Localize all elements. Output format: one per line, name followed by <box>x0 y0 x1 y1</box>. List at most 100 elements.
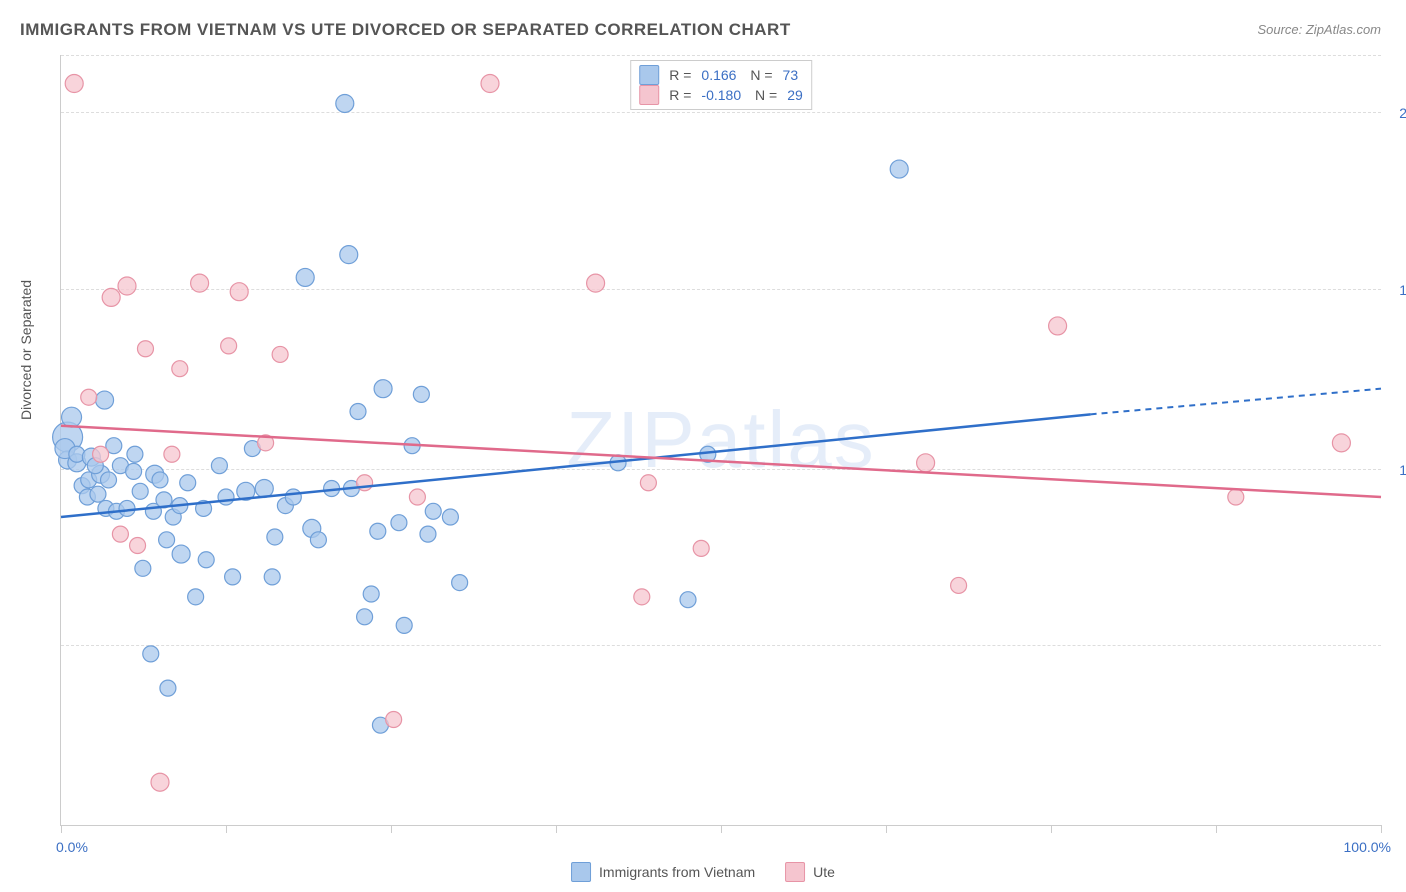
data-point-vietnam <box>890 160 908 178</box>
legend-item-ute: Ute <box>785 862 835 882</box>
data-point-vietnam <box>452 575 468 591</box>
data-point-ute <box>272 346 288 362</box>
y-tick-label: 25.0% <box>1399 105 1406 121</box>
x-tick <box>1381 825 1382 833</box>
data-point-vietnam <box>152 472 168 488</box>
x-tick <box>61 825 62 833</box>
r-value-2: -0.180 <box>701 87 741 103</box>
data-point-vietnam <box>132 483 148 499</box>
data-point-ute <box>481 75 499 93</box>
data-point-vietnam <box>62 407 82 427</box>
data-point-vietnam <box>363 586 379 602</box>
data-point-vietnam <box>211 458 227 474</box>
data-point-ute <box>130 538 146 554</box>
data-point-ute <box>587 274 605 292</box>
data-point-ute <box>151 773 169 791</box>
data-point-vietnam <box>340 246 358 264</box>
legend-stats-row: R = -0.180 N = 29 <box>639 85 803 105</box>
data-point-vietnam <box>101 472 117 488</box>
data-point-vietnam <box>350 403 366 419</box>
swatch-vietnam <box>639 65 659 85</box>
data-point-ute <box>164 446 180 462</box>
swatch-ute <box>785 862 805 882</box>
data-point-vietnam <box>90 486 106 502</box>
data-point-ute <box>191 274 209 292</box>
n-value-1: 73 <box>783 67 799 83</box>
x-tick <box>886 825 887 833</box>
data-point-ute <box>386 711 402 727</box>
data-point-ute <box>1049 317 1067 335</box>
data-point-ute <box>230 283 248 301</box>
data-point-vietnam <box>285 489 301 505</box>
y-tick-label: 18.8% <box>1399 282 1406 298</box>
data-point-vietnam <box>143 646 159 662</box>
scatter-svg <box>61 55 1381 825</box>
legend-series: Immigrants from Vietnam Ute <box>571 862 835 882</box>
data-point-vietnam <box>442 509 458 525</box>
data-point-ute <box>1228 489 1244 505</box>
data-point-ute <box>409 489 425 505</box>
y-tick-label: 12.5% <box>1399 462 1406 478</box>
data-point-vietnam <box>413 386 429 402</box>
legend-item-vietnam: Immigrants from Vietnam <box>571 862 755 882</box>
swatch-vietnam <box>571 862 591 882</box>
data-point-vietnam <box>218 489 234 505</box>
legend-label-ute: Ute <box>813 864 835 880</box>
data-point-vietnam <box>680 592 696 608</box>
x-tick <box>1216 825 1217 833</box>
data-point-vietnam <box>264 569 280 585</box>
data-point-ute <box>951 577 967 593</box>
y-axis-label: Divorced or Separated <box>18 280 34 420</box>
data-point-vietnam <box>198 552 214 568</box>
x-axis-max: 100.0% <box>1344 839 1391 855</box>
data-point-vietnam <box>180 475 196 491</box>
data-point-ute <box>112 526 128 542</box>
data-point-vietnam <box>296 268 314 286</box>
data-point-vietnam <box>396 617 412 633</box>
data-point-vietnam <box>127 446 143 462</box>
chart-container: IMMIGRANTS FROM VIETNAM VS UTE DIVORCED … <box>0 0 1406 892</box>
x-tick <box>721 825 722 833</box>
data-point-ute <box>634 589 650 605</box>
data-point-vietnam <box>172 545 190 563</box>
data-point-ute <box>137 341 153 357</box>
data-point-vietnam <box>135 560 151 576</box>
x-tick <box>391 825 392 833</box>
r-label-1: R = <box>669 67 691 83</box>
data-point-ute <box>640 475 656 491</box>
data-point-vietnam <box>255 479 273 497</box>
data-point-ute <box>81 389 97 405</box>
trend-line-ext-vietnam <box>1091 389 1381 415</box>
data-point-ute <box>93 446 109 462</box>
data-point-ute <box>693 540 709 556</box>
data-point-ute <box>65 75 83 93</box>
data-point-vietnam <box>420 526 436 542</box>
chart-title: IMMIGRANTS FROM VIETNAM VS UTE DIVORCED … <box>20 20 791 40</box>
source-attribution: Source: ZipAtlas.com <box>1257 22 1381 37</box>
legend-stats-row: R = 0.166 N = 73 <box>639 65 803 85</box>
data-point-vietnam <box>336 94 354 112</box>
data-point-vietnam <box>425 503 441 519</box>
data-point-ute <box>102 288 120 306</box>
data-point-vietnam <box>225 569 241 585</box>
swatch-ute <box>639 85 659 105</box>
legend-label-vietnam: Immigrants from Vietnam <box>599 864 755 880</box>
data-point-vietnam <box>374 380 392 398</box>
data-point-ute <box>221 338 237 354</box>
data-point-ute <box>917 454 935 472</box>
r-label-2: R = <box>669 87 691 103</box>
data-point-vietnam <box>267 529 283 545</box>
r-value-1: 0.166 <box>701 67 736 83</box>
x-tick <box>226 825 227 833</box>
x-axis-min: 0.0% <box>56 839 88 855</box>
n-value-2: 29 <box>787 87 803 103</box>
data-point-ute <box>1332 434 1350 452</box>
data-point-ute <box>118 277 136 295</box>
legend-stats: R = 0.166 N = 73 R = -0.180 N = 29 <box>630 60 812 110</box>
n-label-2: N = <box>751 87 777 103</box>
data-point-vietnam <box>391 515 407 531</box>
data-point-vietnam <box>160 680 176 696</box>
data-point-vietnam <box>370 523 386 539</box>
data-point-vietnam <box>310 532 326 548</box>
plot-area: ZIPatlas 6.3%12.5%18.8%25.0% R = 0.166 N… <box>60 55 1381 826</box>
